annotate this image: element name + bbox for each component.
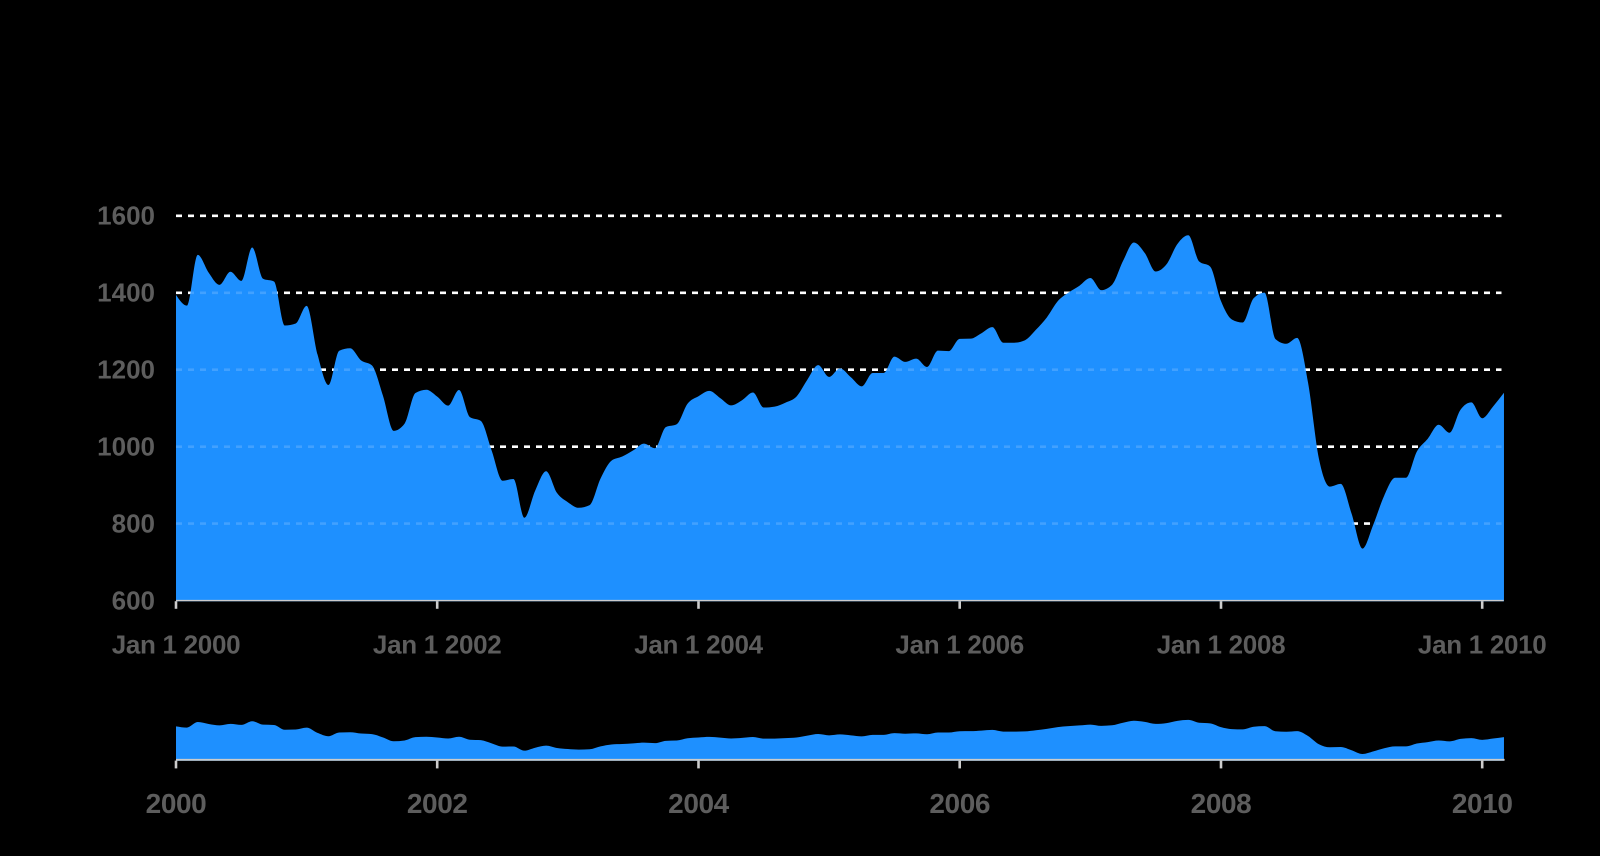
- svg-text:800: 800: [112, 508, 155, 538]
- svg-text:1400: 1400: [97, 278, 155, 308]
- svg-text:2002: 2002: [407, 788, 468, 819]
- svg-text:Jan 1 2010: Jan 1 2010: [1418, 630, 1547, 660]
- svg-text:Jan 1 2002: Jan 1 2002: [373, 630, 502, 660]
- svg-text:Jan 1 2000: Jan 1 2000: [112, 630, 241, 660]
- svg-text:2006: 2006: [929, 788, 990, 819]
- svg-text:1200: 1200: [97, 355, 155, 385]
- svg-text:1000: 1000: [97, 432, 155, 462]
- svg-text:2004: 2004: [668, 788, 730, 819]
- svg-text:2008: 2008: [1191, 788, 1252, 819]
- svg-text:1600: 1600: [97, 201, 155, 231]
- svg-text:Jan 1 2006: Jan 1 2006: [895, 630, 1024, 660]
- svg-text:2010: 2010: [1452, 788, 1513, 819]
- svg-text:Jan 1 2004: Jan 1 2004: [634, 630, 763, 660]
- svg-text:Jan 1 2008: Jan 1 2008: [1157, 630, 1286, 660]
- svg-text:600: 600: [112, 585, 155, 615]
- svg-text:2000: 2000: [146, 788, 207, 819]
